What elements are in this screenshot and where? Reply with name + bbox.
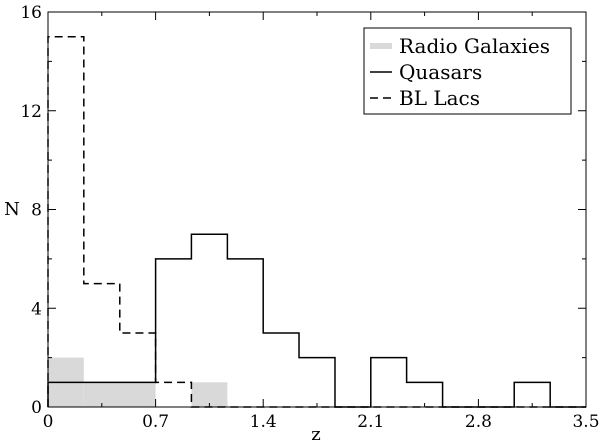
y-axis-title: N [4,199,20,220]
y-tick-label: 12 [20,102,42,122]
bl-lacs-line [47,35,586,408]
legend: Radio Galaxies Quasars BL Lacs [363,27,572,115]
x-tick-label: 2.1 [357,412,384,432]
x-tick-label: 0 [43,412,54,432]
y-tick-label: 0 [31,398,42,418]
radio-galaxies-bar-1 [83,382,156,407]
y-axis-ticks: 0 4 8 12 16 [20,3,586,418]
legend-label-quasars: Quasars [399,60,482,84]
y-tick-label: 16 [20,3,42,23]
legend-label-bl-lacs: BL Lacs [399,86,480,110]
x-axis-title: z [311,424,320,443]
x-axis-ticks: 0 0.7 1.4 2.1 2.8 3.5 [43,12,600,432]
x-tick-label: 2.8 [465,412,492,432]
x-tick-label: 1.4 [250,412,277,432]
y-tick-label: 8 [31,201,42,221]
quasars-line [47,233,586,408]
x-tick-label: 0.7 [142,412,169,432]
radio-galaxies-bar-3 [191,382,228,407]
x-tick-label: 3.5 [572,412,599,432]
legend-box [363,27,572,115]
y-tick-label: 4 [31,299,42,319]
legend-label-radio-galaxies: Radio Galaxies [399,34,550,58]
